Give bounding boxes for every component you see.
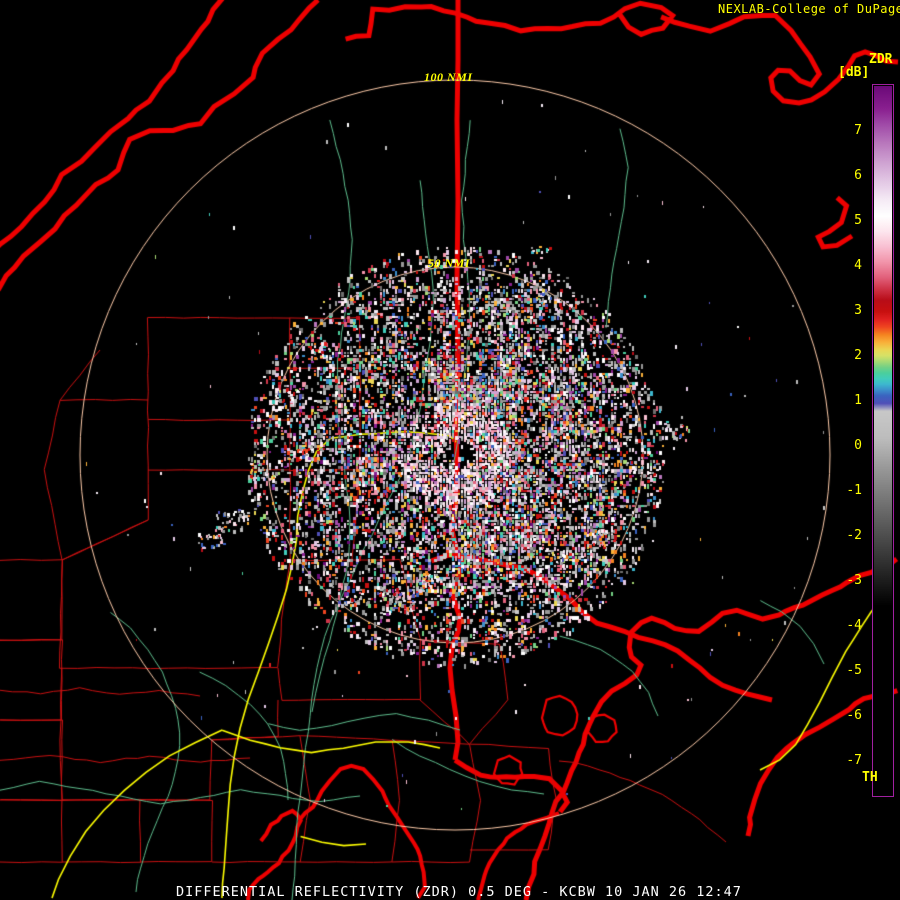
colorbar-tick-2: 5 <box>854 213 862 228</box>
colorbar-tick-14: -7 <box>846 753 862 768</box>
colorbar-tick-13: -6 <box>846 708 862 723</box>
colorbar-tick-11: -4 <box>846 618 862 633</box>
colorbar-tick-1: 6 <box>854 168 862 183</box>
product-tag: ZDR <box>869 52 893 67</box>
colorbar-tick-9: -2 <box>846 528 862 543</box>
threshold-tag: TH <box>862 770 878 785</box>
product-caption: DIFFERENTIAL REFLECTIVITY (ZDR) 0.5 DEG … <box>176 884 742 900</box>
colorbar-tick-3: 4 <box>854 258 862 273</box>
colorbar-tick-0: 7 <box>854 123 862 138</box>
colorbar-tick-4: 3 <box>854 303 862 318</box>
range-ring-label-50nmi: 50 NMI <box>428 256 471 270</box>
colorbar-tick-6: 1 <box>854 393 862 408</box>
colorbar-tick-12: -5 <box>846 663 862 678</box>
colorbar-tick-5: 2 <box>854 348 862 363</box>
colorbar-tick-8: -1 <box>846 483 862 498</box>
provider-credit: NEXLAB-College of DuPage <box>718 2 900 16</box>
colorbar-gradient <box>874 86 892 698</box>
colorbar-tick-10: -3 <box>846 573 862 588</box>
colorbar-tick-7: 0 <box>854 438 862 453</box>
range-ring-label-100nmi: 100 NMI <box>424 70 473 84</box>
units-tag: [dB] <box>838 65 870 80</box>
